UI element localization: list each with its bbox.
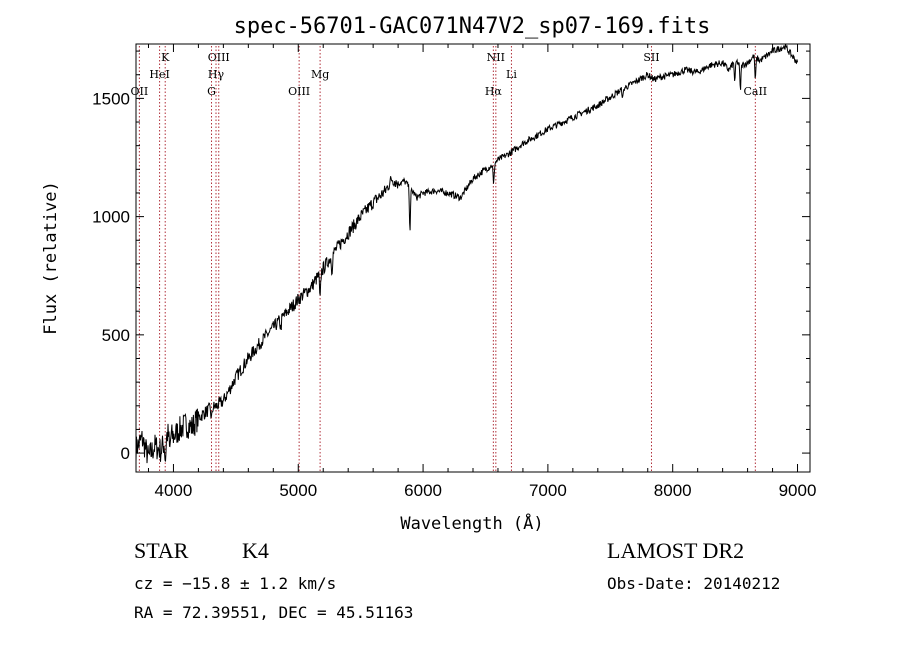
y-axis-label: Flux (relative) xyxy=(41,181,61,335)
y-tick-label: 0 xyxy=(121,444,130,463)
spectrum-data-layer xyxy=(135,43,798,464)
spectral-line-label: OIII xyxy=(288,85,310,98)
spectral-line-label: G xyxy=(207,85,216,98)
spectral-line-label: HeI xyxy=(149,68,169,81)
spectral-line-label: OII xyxy=(131,85,149,98)
x-tick-label: 7000 xyxy=(529,481,567,500)
x-tick-label: 8000 xyxy=(654,481,692,500)
object-class: STAR xyxy=(134,538,189,563)
obs-date: Obs-Date: 20140212 xyxy=(607,574,781,593)
x-tick-label: 5000 xyxy=(279,481,317,500)
survey-name: LAMOST DR2 xyxy=(607,538,745,563)
x-tick-label: 6000 xyxy=(404,481,442,500)
coordinates: RA = 72.39551, DEC = 45.51163 xyxy=(134,603,414,622)
spectral-line-label: Hγ xyxy=(208,68,225,81)
spectral-line-label: Mg xyxy=(311,68,329,81)
spectral-line-label: SII xyxy=(643,51,659,64)
y-ticks-layer: 0 500 1000 1500 xyxy=(92,50,810,463)
y-tick-label: 1500 xyxy=(92,89,130,108)
plot-frame xyxy=(135,43,811,473)
spectral-line-label: OIII xyxy=(208,51,230,64)
spectral-line-label: Hα xyxy=(485,85,503,98)
spectrum-line xyxy=(135,43,798,464)
x-tick-label: 9000 xyxy=(779,481,817,500)
spectral-line-label: CaII xyxy=(743,85,767,98)
x-tick-label: 4000 xyxy=(155,481,193,500)
spectral-line-label: NII xyxy=(487,51,505,64)
object-subclass: K4 xyxy=(242,538,269,563)
redshift-info: cz = −15.8 ± 1.2 km/s xyxy=(134,574,337,593)
x-ticks-layer: 4000 5000 6000 7000 8000 9000 xyxy=(147,44,817,500)
chart-title: spec-56701-GAC071N47V2_sp07-169.fits xyxy=(234,14,711,39)
y-tick-label: 500 xyxy=(102,326,130,345)
x-axis-label: Wavelength (Å) xyxy=(400,512,543,534)
spectral-line-label: K xyxy=(161,51,170,64)
spectral-line-label: Li xyxy=(506,68,517,81)
y-tick-label: 1000 xyxy=(92,208,130,227)
